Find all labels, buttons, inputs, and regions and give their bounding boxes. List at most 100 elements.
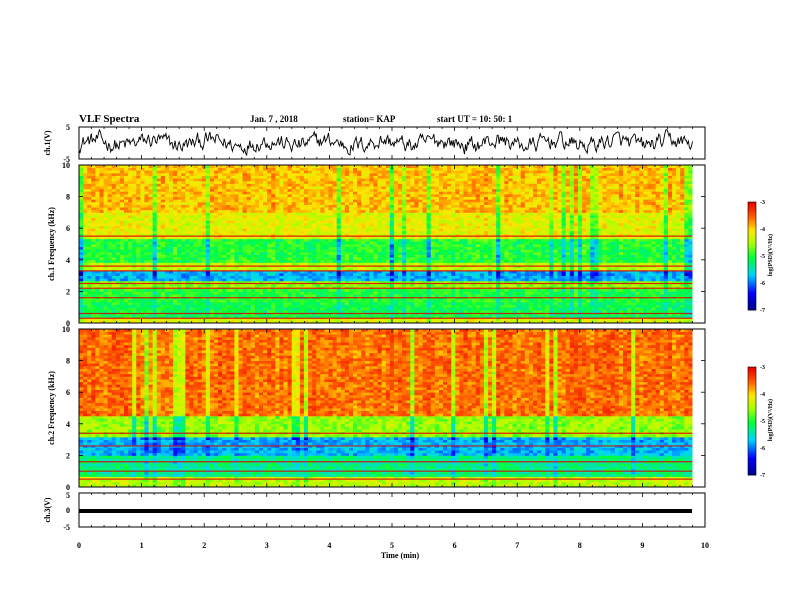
spectrogram-cell — [483, 267, 489, 271]
spectrogram-cell — [87, 270, 92, 274]
spectrogram-cell — [688, 244, 693, 248]
spectrogram-cell — [197, 294, 203, 298]
spectrogram-cell — [303, 299, 309, 303]
spectrogram-cell — [500, 315, 505, 319]
spectrogram-cell — [213, 241, 219, 245]
spectrogram-cell — [573, 320, 579, 324]
spectrogram-cell — [659, 257, 665, 261]
spectrogram-cell — [316, 275, 321, 279]
spectrogram-cell — [369, 317, 374, 321]
spectrogram-cell — [520, 283, 526, 287]
spectrogram-cell — [561, 272, 567, 276]
spectrogram-cell — [545, 249, 550, 253]
spectrogram-cell — [479, 288, 485, 292]
spectrogram-cell — [524, 254, 530, 258]
spectrogram-cell — [541, 272, 546, 276]
spectrogram-cell — [430, 320, 436, 324]
spectrogram-cell — [393, 299, 399, 303]
spectrogram-cell — [242, 299, 248, 303]
spectrogram-cell — [299, 262, 305, 266]
spectrogram-cell — [545, 288, 550, 292]
spectrogram-cell — [250, 246, 256, 250]
spectrogram-cell — [492, 304, 497, 308]
spectrogram-cell — [328, 280, 333, 284]
spectrogram-cell — [168, 288, 174, 292]
spectrogram-cell — [156, 251, 162, 255]
spectrogram-cell — [95, 309, 100, 313]
spectrogram-cell — [312, 317, 317, 321]
spectrogram-cell — [91, 236, 96, 240]
spectrogram-cell — [173, 236, 178, 240]
spectrogram-cell — [295, 294, 301, 298]
spectrogram-cell — [344, 301, 350, 305]
spectrogram-cell — [524, 246, 530, 250]
spectrogram-cell — [647, 246, 652, 250]
spectrogram-cell — [152, 257, 158, 261]
spectrogram-cell — [590, 254, 595, 258]
spectrogram-cell — [389, 254, 395, 258]
spectrogram-cell — [438, 288, 444, 292]
spectrogram-cell — [168, 307, 174, 311]
spectrogram-cell — [496, 259, 501, 263]
spectrogram-cell — [610, 244, 616, 248]
spectrogram-cell — [119, 299, 125, 303]
spectrogram-cell — [635, 246, 640, 250]
spectrogram-cell — [496, 317, 501, 321]
spectrogram-cell — [148, 246, 154, 250]
spectrogram-cell — [508, 288, 513, 292]
spectrogram-cell — [455, 299, 460, 303]
spectrogram-cell — [357, 262, 362, 266]
spectrogram-cell — [340, 275, 346, 279]
spectrogram-cell — [123, 241, 129, 245]
spectrogram-cell — [471, 291, 477, 295]
spectrogram-cell — [393, 288, 399, 292]
spectrogram-cell — [107, 283, 113, 287]
spectrogram-cell — [438, 309, 444, 313]
spectrogram-cell — [447, 301, 452, 305]
spectrogram-cell — [148, 270, 154, 274]
spectrogram-cell — [320, 241, 325, 245]
spectrogram-cell — [324, 304, 329, 308]
spectrogram-cell — [508, 272, 513, 276]
spectrogram-cell — [312, 320, 317, 324]
spectrogram-cell — [627, 320, 632, 324]
spectrogram-cell — [520, 241, 526, 245]
spectrogram-cell — [316, 304, 321, 308]
spectrogram-cell — [659, 270, 665, 274]
spectrogram-cell — [144, 238, 149, 242]
ch1-ylabel: ch.1(V) — [43, 130, 52, 155]
spectrogram-cell — [483, 299, 489, 303]
spectrogram-cell — [451, 307, 456, 311]
spectrogram-cell — [622, 299, 628, 303]
spectrogram-cell — [340, 259, 346, 263]
spectrogram-cell — [655, 238, 661, 242]
spectrogram-cell — [516, 283, 522, 287]
spectrogram-cell — [508, 307, 513, 311]
spectrogram-cell — [598, 254, 603, 258]
spectrogram-cell — [598, 315, 603, 319]
spectrogram-cell — [111, 320, 117, 324]
spectrogram-cell — [443, 244, 448, 248]
spectrogram-cell — [177, 238, 182, 242]
spectrogram-cell — [430, 309, 436, 313]
spectrogram-cell — [467, 288, 473, 292]
spectrogram-cell — [520, 262, 526, 266]
spectrogram-cell — [528, 246, 534, 250]
spectrogram-cell — [303, 241, 309, 245]
spectrogram-cell — [242, 241, 248, 245]
spectrogram-cell — [496, 244, 501, 248]
spectrogram-cell — [320, 272, 325, 276]
spectrogram-cell — [324, 259, 329, 263]
spectrogram-cell — [107, 299, 113, 303]
spectrogram-cell — [590, 304, 595, 308]
spectrogram-cell — [492, 272, 497, 276]
spectrogram-cell — [373, 249, 378, 253]
spectrogram-cell — [406, 299, 411, 303]
spectrogram-cell — [586, 309, 591, 313]
spectrogram-cell — [447, 246, 452, 250]
spectrogram-cell — [541, 257, 546, 261]
spectrogram-cell — [357, 249, 362, 253]
spectrogram-cell — [308, 283, 313, 287]
spectrogram-cell — [573, 262, 579, 266]
spectrogram-cell — [193, 291, 199, 295]
